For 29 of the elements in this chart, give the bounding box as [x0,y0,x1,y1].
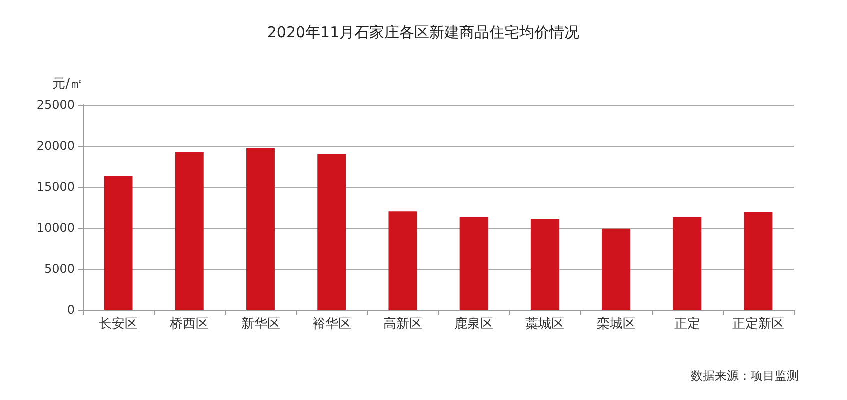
x-tick-label: 新华区 [241,317,280,332]
bar [460,217,488,310]
y-tick-label: 0 [67,303,75,317]
bar [530,218,560,310]
source-note: 数据来源：项目监测 [691,369,799,383]
bar [388,212,418,310]
bar [246,148,275,310]
x-tick-label: 高新区 [383,316,422,332]
y-tick-label: 15000 [36,180,75,194]
x-tick-label: 栾城区 [596,316,636,332]
y-tick-label: 25000 [36,98,75,112]
x-tick-label: 正定新区 [732,317,784,332]
y-axis-title: 元/㎡ [52,77,83,92]
x-tick-label: 桥西区 [169,317,210,332]
x-tick-label: 正定 [674,317,700,332]
bar [104,176,133,310]
chart-title: 2020年11月石家庄各区新建商品住宅均价情况 [267,24,580,42]
x-tick-label: 藁城区 [526,317,565,332]
x-tick-label: 长安区 [99,316,138,332]
x-tick-label: 鹿泉区 [454,317,494,332]
x-tick-label: 裕华区 [312,317,352,332]
y-tick-label: 5000 [44,262,75,276]
bar [602,228,630,310]
bar [175,152,204,310]
bar [673,217,702,310]
bar [744,212,773,310]
y-tick-label: 10000 [36,221,75,235]
y-tick-label: 20000 [36,139,75,153]
bar [318,154,346,310]
